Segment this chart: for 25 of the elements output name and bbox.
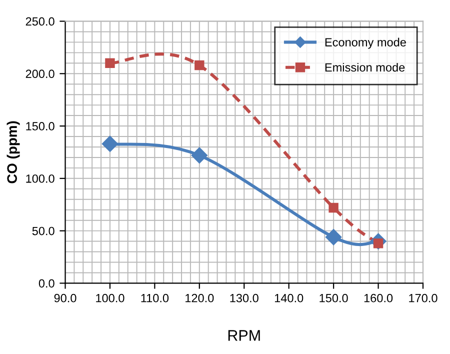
x-tick-label: 100.0 xyxy=(96,294,124,302)
y-tick-label: 150.0 xyxy=(26,122,54,130)
x-tick-label: 140.0 xyxy=(274,294,304,302)
legend-label: Emission mode xyxy=(325,62,405,72)
x-tick-label: 130.0 xyxy=(230,294,258,302)
y-tick-label: 100.0 xyxy=(26,174,54,183)
x-axis-title: RPM xyxy=(228,330,260,341)
x-tick-label: 150.0 xyxy=(320,294,348,302)
point xyxy=(328,202,338,213)
point xyxy=(326,229,342,246)
y-tick-label: 0.0 xyxy=(38,279,54,288)
x-tick-label: 110.0 xyxy=(141,294,169,302)
y-axis-title: CO (ppm) xyxy=(6,121,20,184)
x-tick-label: 170.0 xyxy=(409,294,438,302)
point xyxy=(194,60,204,70)
y-tick-label: 250.0 xyxy=(26,17,54,26)
x-tick-label: 160.0 xyxy=(364,294,393,302)
point xyxy=(191,147,208,164)
y-tick-label: 200.0 xyxy=(26,70,54,78)
x-tick-label: 120.0 xyxy=(186,294,214,302)
point xyxy=(102,136,118,152)
point xyxy=(105,58,115,68)
legend-label: Economy mode xyxy=(325,38,406,49)
y-tick-label: 50.0 xyxy=(32,226,54,236)
x-tick-label: 90.0 xyxy=(54,294,76,302)
